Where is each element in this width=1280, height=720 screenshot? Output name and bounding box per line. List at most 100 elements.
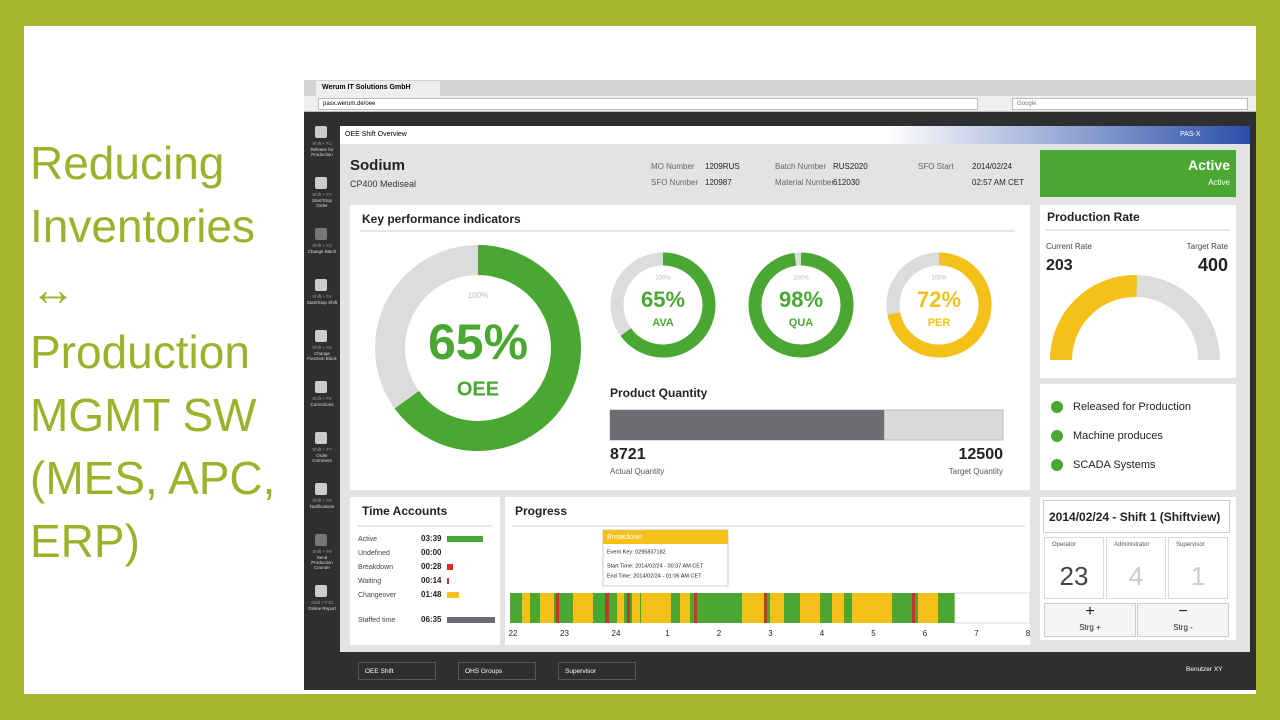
status-subtitle: Active [1208, 178, 1230, 187]
sidebar-icon[interactable] [315, 483, 327, 495]
sidebar-label: Order Comment [312, 453, 332, 463]
sidebar-label: Corrections [310, 402, 334, 407]
title-line: MGMT SW [30, 389, 257, 441]
gauge-value: 98% [779, 287, 823, 312]
bottom-tab[interactable]: OEE Shift [358, 662, 436, 680]
title-line: (MES, APC, [30, 452, 276, 504]
timeline-segment [573, 593, 593, 623]
hour-label: 8 [1026, 629, 1031, 638]
field-value: 1209RUS [705, 162, 740, 171]
gauge-arc [394, 245, 581, 451]
actual-bar [610, 410, 885, 440]
field-value: 02:57 AM CET [972, 178, 1025, 187]
time-bar [447, 592, 459, 598]
timeline-segment [540, 593, 554, 623]
status-box [1040, 150, 1236, 197]
timeline-segment [852, 593, 892, 623]
sidebar-label: Change Batch [307, 249, 337, 254]
rate-arc [1050, 275, 1137, 361]
role-label: Operator [1052, 542, 1076, 548]
rate-label: Target Rate [1187, 242, 1229, 251]
legend-label: Machine produces [1073, 430, 1163, 442]
button-label: Strg + [1079, 623, 1101, 632]
bottom-tab[interactable]: OHS Groups [458, 662, 536, 680]
time-value: 01:48 [421, 590, 442, 599]
bottom-tab[interactable]: Supervisor [558, 662, 636, 680]
time-bar [447, 536, 483, 542]
timeline-segment [641, 593, 671, 623]
title-line: ERP) [30, 515, 140, 567]
hour-label: 7 [974, 629, 979, 638]
role-cell [1106, 537, 1166, 599]
role-cell [1168, 537, 1228, 599]
timeline-segment [800, 593, 820, 623]
role-count: 1 [1190, 561, 1206, 591]
time-bar [447, 564, 453, 570]
tooltip-line: Start Time: 2014/02/24 - 00:37 AM CET [607, 563, 704, 569]
legend-label: Released for Production [1073, 401, 1191, 413]
time-label: Staffed time [358, 617, 395, 624]
title-line: Inventories [30, 200, 256, 252]
hour-label: 1 [665, 629, 670, 638]
sidebar-icon[interactable] [315, 381, 327, 393]
panel-title: Key performance indicators [362, 212, 521, 226]
sidebar-label: Send Production Counter [311, 555, 333, 570]
brand: PAS-X [1180, 131, 1201, 138]
panel-title: Time Accounts [362, 504, 448, 518]
hour-label: 2 [717, 629, 722, 638]
search-box[interactable]: Google [1012, 98, 1248, 110]
sidebar-label: Start/Stop Order [311, 198, 332, 208]
shift-title[interactable]: 2014/02/24 - Shift 1 (Shiftview) [1043, 500, 1230, 533]
panel-title: Progress [515, 504, 567, 518]
gauge-value: 65% [428, 314, 528, 370]
gauge-name: QUA [789, 317, 814, 329]
url-bar[interactable]: pasx.werum.de/oee [318, 98, 978, 110]
browser-tab[interactable]: Werum IT Solutions GmbH [316, 81, 440, 96]
sidebar-icon[interactable] [315, 279, 327, 291]
time-label: Active [358, 536, 377, 543]
sidebar-key: Shift + F2 [312, 192, 332, 197]
title-line: Production [30, 326, 250, 378]
field-label: MO Number [651, 162, 695, 171]
sidebar-key: Shift + F10 [311, 600, 333, 605]
field-value: RUS2020 [833, 162, 868, 171]
sidebar-icon[interactable] [315, 177, 327, 189]
quantity-value: 8721 [610, 446, 646, 463]
role-cell [1044, 537, 1104, 599]
time-label: Waiting [358, 578, 381, 585]
shift-button[interactable] [1137, 603, 1229, 637]
timeline-segment [770, 593, 784, 623]
sidebar-icon[interactable] [315, 228, 327, 240]
hour-label: 5 [871, 629, 876, 638]
hour-label: 24 [612, 629, 621, 638]
panel-title: Production Rate [1047, 210, 1140, 224]
role-count: 4 [1128, 561, 1144, 591]
sidebar-icon[interactable] [315, 534, 327, 546]
timeline-segment [632, 593, 640, 623]
button-symbol: − [1178, 603, 1188, 620]
gauge-name: AVA [652, 317, 674, 329]
sidebar-icon[interactable] [315, 126, 327, 138]
sidebar-label: Change Function Block [307, 351, 337, 361]
hour-label: 22 [509, 629, 518, 638]
sidebar-label: Online Report [308, 606, 336, 611]
quantity-value: 12500 [959, 446, 1004, 463]
gauge-max-label: 100% [931, 276, 947, 282]
hour-label: 4 [820, 629, 825, 638]
sidebar-icon[interactable] [315, 432, 327, 444]
shift-button[interactable] [1044, 603, 1136, 637]
quantity-title: Product Quantity [610, 386, 708, 400]
panel [1040, 384, 1236, 490]
gauge-arc [748, 252, 854, 358]
time-value: 06:35 [421, 615, 442, 624]
tooltip-line: Event Key: 0295837182 [607, 549, 666, 555]
role-label: Supervisor [1176, 542, 1205, 548]
sidebar-label: Notifications [309, 504, 335, 509]
sidebar-icon[interactable] [315, 330, 327, 342]
sidebar-icon[interactable] [315, 585, 327, 597]
time-bar [447, 578, 449, 584]
gauge-max-label: 100% [793, 276, 809, 282]
sidebar-key: Shift + F9 [312, 549, 332, 554]
gauge-value: 72% [917, 287, 961, 312]
